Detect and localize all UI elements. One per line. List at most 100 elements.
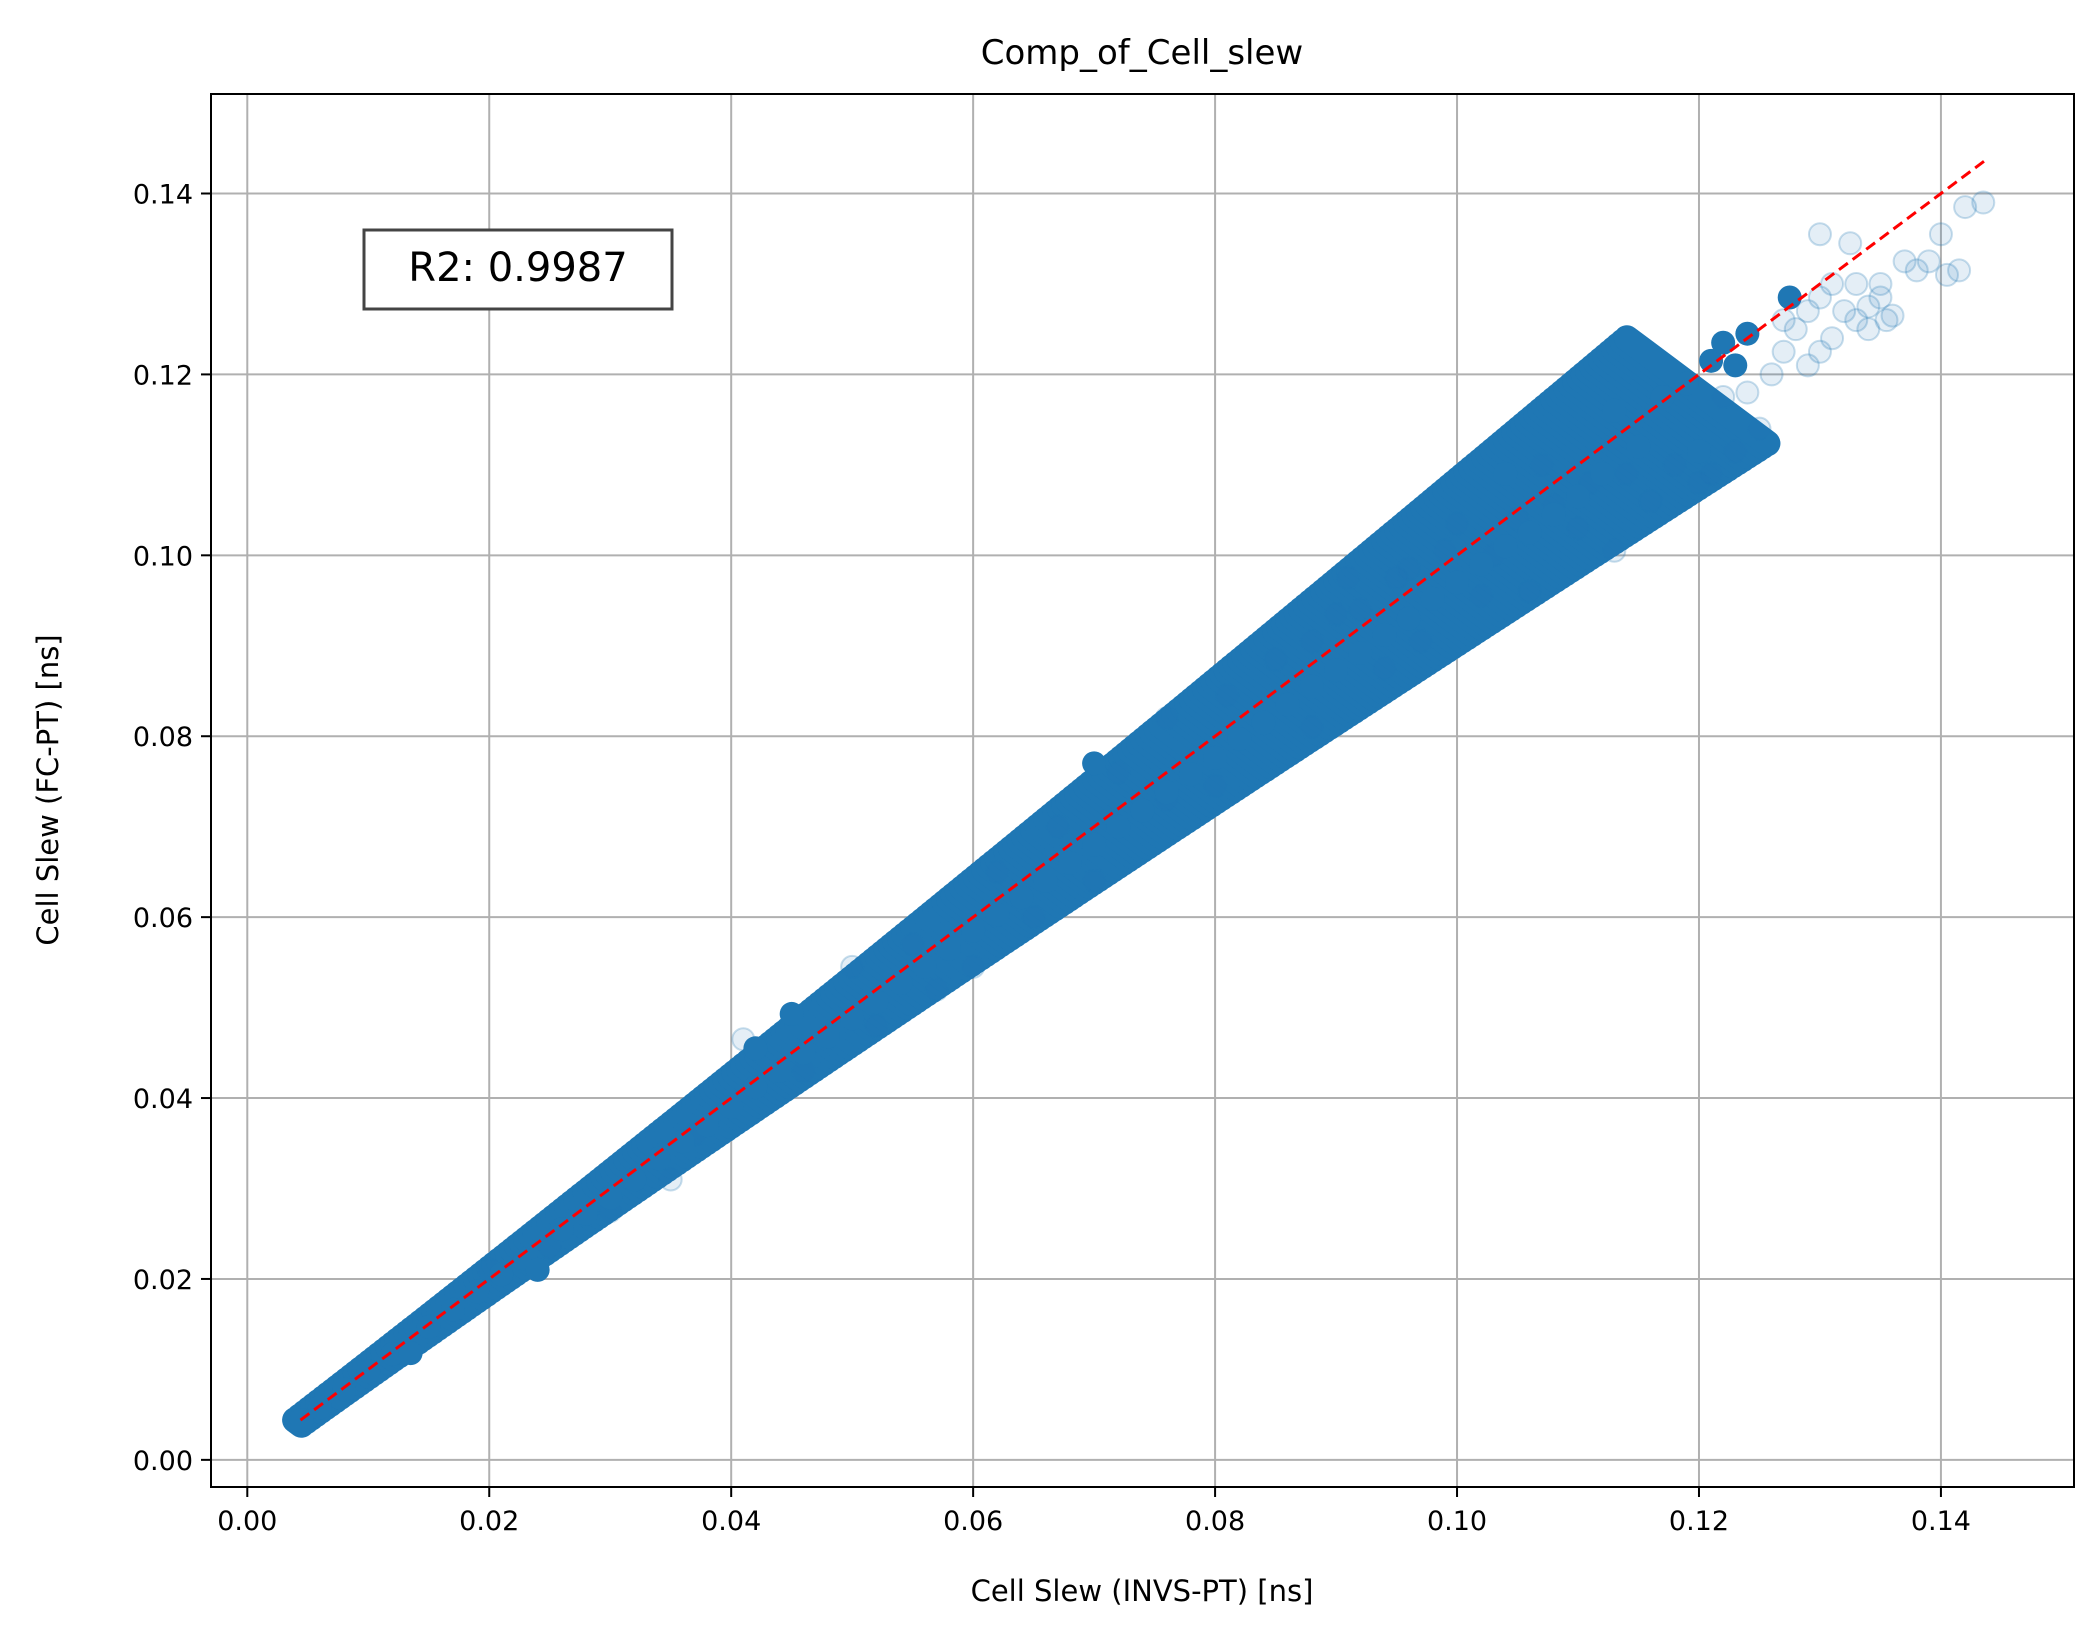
data-point [888, 971, 913, 996]
data-point [1178, 762, 1203, 787]
data-point [936, 936, 961, 961]
y-tick-label: 0.04 [133, 1084, 193, 1115]
data-point [1529, 452, 1554, 477]
data-point [1469, 584, 1494, 609]
data-point [1747, 416, 1772, 441]
data-point [1711, 330, 1736, 355]
y-tick-label: 0.10 [133, 541, 193, 572]
data-point [1735, 321, 1760, 346]
data-point [1844, 308, 1869, 333]
x-tick-label: 0.00 [217, 1506, 277, 1537]
x-axis-label: Cell Slew (INVS-PT) [ns] [971, 1574, 1314, 1608]
data-point [1348, 641, 1373, 666]
data-point [646, 1146, 671, 1171]
data-point [1916, 249, 1941, 274]
data-point [1566, 516, 1591, 541]
data-point [1045, 814, 1070, 839]
data-point [1215, 683, 1240, 708]
data-point [440, 1297, 465, 1322]
data-point [670, 1129, 695, 1154]
data-point [1299, 629, 1324, 654]
data-point [1033, 868, 1058, 893]
data-point [1904, 258, 1929, 283]
data-point [1771, 308, 1796, 333]
y-tick-label: 0.06 [133, 903, 193, 934]
data-point [1723, 353, 1748, 378]
data-point [961, 954, 986, 979]
y-tick-label: 0.00 [133, 1446, 193, 1477]
reference-line [299, 159, 1986, 1422]
data-point [465, 1279, 490, 1304]
data-point [864, 990, 889, 1015]
data-point [1493, 461, 1518, 486]
data-point [1844, 271, 1869, 296]
data-point [743, 1075, 768, 1100]
x-tick-label: 0.04 [701, 1506, 761, 1537]
data-point [1324, 658, 1349, 683]
y-tick-label: 0.14 [133, 180, 193, 211]
data-point [1602, 538, 1627, 563]
data-point [1868, 271, 1893, 296]
y-axis-label: Cell Slew (FC-PT) [ns] [31, 634, 65, 945]
data-point [1590, 461, 1615, 486]
data-point [1832, 299, 1857, 324]
x-tick-label: 0.06 [943, 1506, 1003, 1537]
data-point [985, 902, 1010, 927]
data-point [1771, 339, 1796, 364]
plot-frame [210, 93, 2075, 1488]
data-point [1408, 629, 1433, 654]
data-point [1469, 552, 1494, 577]
data-point [1420, 586, 1445, 611]
data-point [1263, 647, 1288, 672]
data-point [1947, 258, 1972, 283]
data-point [1614, 461, 1639, 486]
data-point [1880, 303, 1905, 328]
data-point [1384, 565, 1409, 590]
data-point [1106, 814, 1131, 839]
data-point [840, 954, 865, 979]
r2-annotation-text: R2: 0.9987 [408, 245, 627, 291]
r2-annotation: R2: 0.9987 [362, 228, 674, 311]
data-point [1082, 868, 1107, 893]
data-point [1699, 348, 1724, 373]
data-point [1130, 798, 1155, 823]
data-point [1807, 339, 1832, 364]
data-point [1795, 353, 1820, 378]
data-point [961, 918, 986, 943]
data-point [1783, 317, 1808, 342]
y-tick-label: 0.12 [133, 360, 193, 391]
data-point [1251, 710, 1276, 735]
data-point [574, 1201, 599, 1226]
data-point [1299, 715, 1324, 740]
data-point [1874, 308, 1899, 333]
data-point [1759, 362, 1784, 387]
data-point [1372, 622, 1397, 647]
data-point [1517, 579, 1542, 604]
y-tick-label: 0.02 [133, 1265, 193, 1296]
data-point [1432, 538, 1457, 563]
data-point [1686, 439, 1711, 464]
data-point [549, 1217, 574, 1242]
data-point [767, 1058, 792, 1083]
data-point [1493, 534, 1518, 559]
data-point [1396, 556, 1421, 581]
data-point [985, 859, 1010, 884]
data-point [1711, 385, 1736, 410]
x-tick-label: 0.02 [459, 1506, 519, 1537]
data-point [924, 977, 949, 1002]
data-point [1517, 520, 1542, 545]
data-point [1396, 606, 1421, 631]
data-point [694, 1113, 719, 1138]
data-point [1602, 398, 1627, 423]
data-point [1934, 262, 1959, 287]
data-point [1795, 299, 1820, 324]
data-point [537, 1235, 562, 1260]
data-point [416, 1314, 441, 1339]
data-point [1299, 674, 1324, 699]
data-point [900, 932, 925, 957]
data-point [1777, 285, 1802, 310]
data-point [1336, 565, 1361, 590]
data-point [1868, 285, 1893, 310]
data-point [1541, 502, 1566, 527]
